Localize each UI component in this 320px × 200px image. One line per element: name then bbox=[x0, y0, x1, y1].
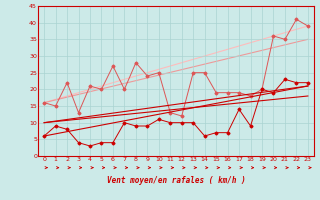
X-axis label: Vent moyen/en rafales ( km/h ): Vent moyen/en rafales ( km/h ) bbox=[107, 176, 245, 185]
